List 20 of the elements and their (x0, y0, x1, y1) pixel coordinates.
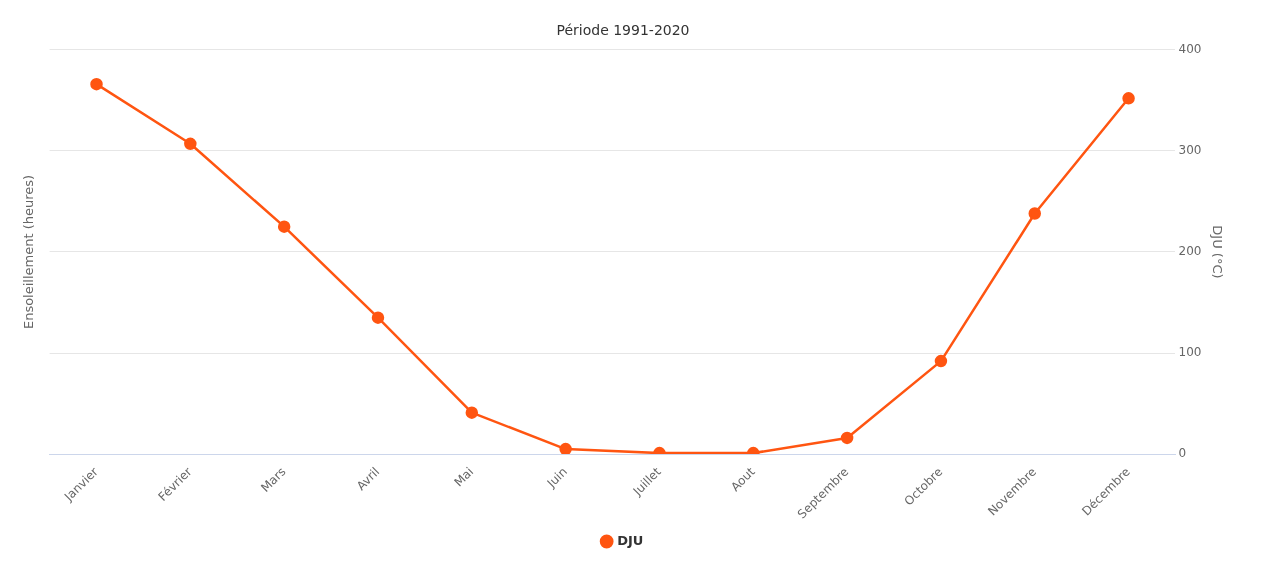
legend-label: DJU (617, 532, 644, 548)
point (559, 442, 572, 455)
y2-tick-label: 400 (1178, 41, 1202, 56)
y-axis-title: Ensoleillement (heures) (21, 174, 37, 330)
point (840, 431, 854, 445)
point (277, 220, 291, 233)
point (1028, 207, 1042, 220)
point (371, 311, 385, 324)
y2-tick-label: 0 (1178, 446, 1187, 461)
point (90, 77, 103, 91)
x-tick-label: Mai (451, 464, 477, 490)
y2-tick-label: 100 (1178, 345, 1202, 360)
point (465, 406, 479, 419)
chart-title: Période 1991-2020 (556, 22, 690, 39)
y2-tick-label: 300 (1178, 143, 1202, 157)
point (934, 354, 948, 368)
y2-axis-title: DJU (°C) (1209, 225, 1225, 279)
y2-tick-label: 200 (1178, 244, 1202, 259)
point (1122, 92, 1135, 105)
point (184, 137, 197, 151)
